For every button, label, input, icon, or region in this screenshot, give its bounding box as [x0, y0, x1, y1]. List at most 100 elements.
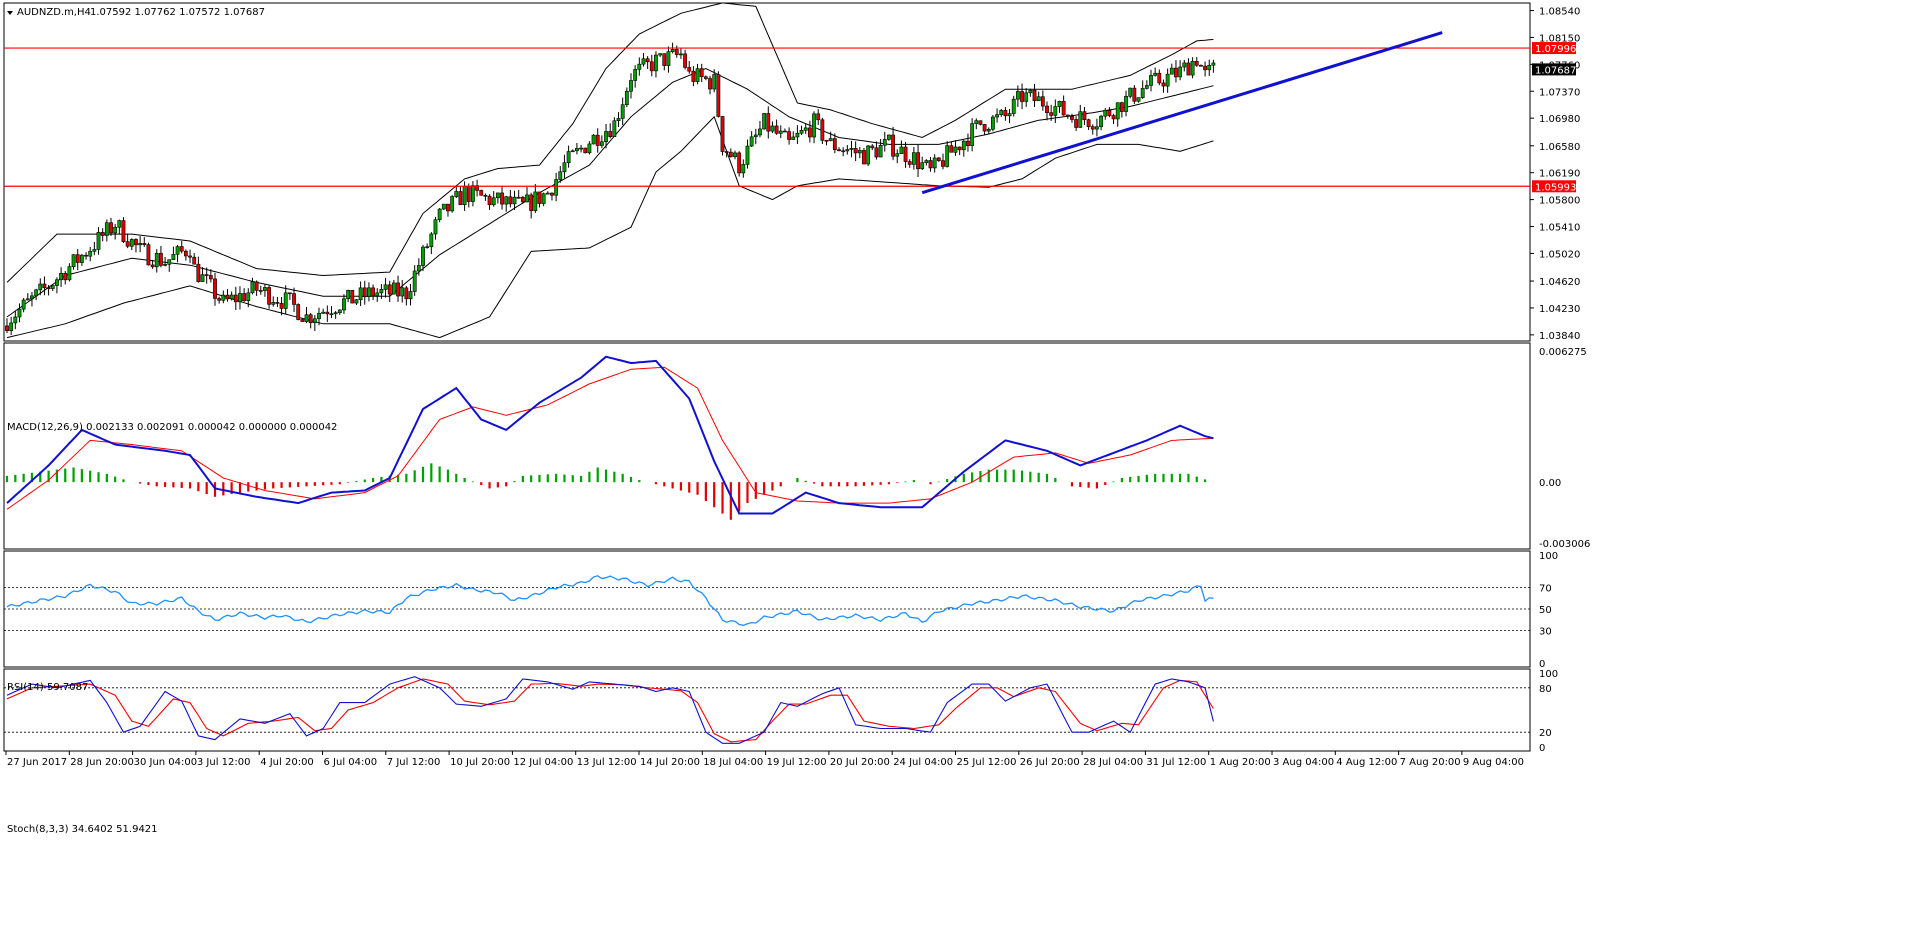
candle-body [412, 270, 417, 292]
candle-body [924, 160, 929, 163]
candle-body [433, 219, 438, 235]
price-pane[interactable] [4, 2, 1530, 339]
candle-body [279, 303, 284, 309]
candle-body [583, 147, 588, 154]
macd-signal-line [6, 366, 1214, 510]
candle-body [516, 196, 521, 199]
candle-body [358, 287, 363, 301]
candle-body [171, 253, 176, 260]
candle-body [1070, 116, 1074, 120]
candle-body [138, 243, 143, 246]
candle-body [774, 125, 779, 134]
candle-body [845, 149, 850, 152]
stoch-main-line [6, 676, 1214, 744]
price-tick-label: 1.06980 [1539, 114, 1580, 125]
candle-body [1095, 126, 1099, 130]
candle-body [404, 287, 409, 300]
candle-body [208, 275, 213, 280]
candle-body [791, 136, 796, 140]
candle-body [1107, 110, 1112, 116]
candle-body [283, 292, 288, 309]
candle-body [325, 311, 330, 315]
candle-body [762, 113, 767, 130]
candle-body [1211, 62, 1216, 66]
candle-body [1178, 66, 1183, 78]
candle-body [595, 134, 600, 146]
candle-body [874, 147, 879, 158]
time-tick-label: 9 Aug 04:00 [1463, 757, 1524, 768]
candle-body [1003, 110, 1008, 117]
bollinger-middle-band [6, 67, 1214, 318]
candle-body [1144, 85, 1149, 89]
macd-pane[interactable] [5, 355, 1214, 520]
candle-body [662, 53, 667, 66]
candle-body [770, 125, 775, 132]
candle-body [558, 171, 563, 180]
candle-body [637, 63, 642, 70]
candle-body [803, 127, 808, 131]
candle-body [129, 239, 134, 247]
candle-body [437, 208, 442, 220]
candle-body [391, 282, 396, 295]
rsi-tick-label: 70 [1539, 583, 1552, 594]
candle-body [258, 290, 263, 292]
candle-body [1149, 75, 1153, 86]
candle-body [362, 287, 367, 297]
candle-body [350, 290, 355, 304]
candle-body [691, 70, 696, 82]
symbol-label: AUDNZD.m,H4 [17, 7, 91, 18]
trendline[interactable] [921, 31, 1443, 195]
candle-body [134, 239, 138, 246]
candle-body [645, 58, 650, 63]
triangle-down-icon[interactable] [7, 11, 13, 15]
candle-body [242, 293, 247, 302]
candle-body [758, 128, 762, 136]
candle-body [882, 139, 887, 146]
price-tag [1532, 42, 1576, 55]
candle-body [1078, 111, 1083, 128]
candle-body [491, 197, 496, 206]
candle-body [633, 69, 638, 81]
time-tick-label: 7 Jul 12:00 [387, 757, 441, 768]
candle-body [387, 284, 392, 295]
candle-body [1082, 111, 1087, 121]
candle-body [104, 222, 109, 236]
rsi-pane[interactable] [4, 575, 1530, 631]
candle-body [421, 246, 425, 266]
candle-body [570, 150, 575, 153]
candle-body [1157, 72, 1162, 84]
candle-body [204, 274, 209, 276]
candle-body [125, 241, 130, 247]
candle-body [254, 281, 259, 291]
candle-body [213, 278, 217, 299]
candle-body [495, 192, 500, 199]
price-tag-label: 1.05993 [1535, 182, 1576, 193]
candle-body [229, 294, 234, 300]
stoch-pane[interactable] [4, 676, 1530, 744]
candle-body [949, 145, 954, 153]
time-tick-label: 19 Jul 12:00 [767, 757, 827, 768]
candle-body [562, 162, 567, 173]
candle-body [525, 194, 529, 203]
candle-body [932, 157, 937, 169]
candle-body [121, 220, 126, 242]
candle-body [520, 196, 525, 203]
candle-body [337, 309, 342, 313]
candle-body [42, 283, 47, 289]
candle-body [342, 298, 346, 311]
candle-body [271, 302, 276, 305]
time-tick-label: 25 Jul 12:00 [957, 757, 1017, 768]
price-pane-header: AUDNZD.m,H4 1.07592 1.07762 1.07572 1.07… [7, 7, 265, 18]
candle-body [38, 283, 43, 291]
candle-body [1036, 96, 1041, 102]
candle-body [1132, 87, 1137, 102]
candle-body [899, 146, 904, 154]
candle-body [1086, 119, 1091, 127]
candle-body [945, 145, 950, 167]
candle-body [679, 53, 683, 56]
stoch-tick-label: 0 [1539, 743, 1545, 754]
candle-body [970, 123, 975, 146]
time-tick-label: 10 Jul 20:00 [450, 757, 510, 768]
